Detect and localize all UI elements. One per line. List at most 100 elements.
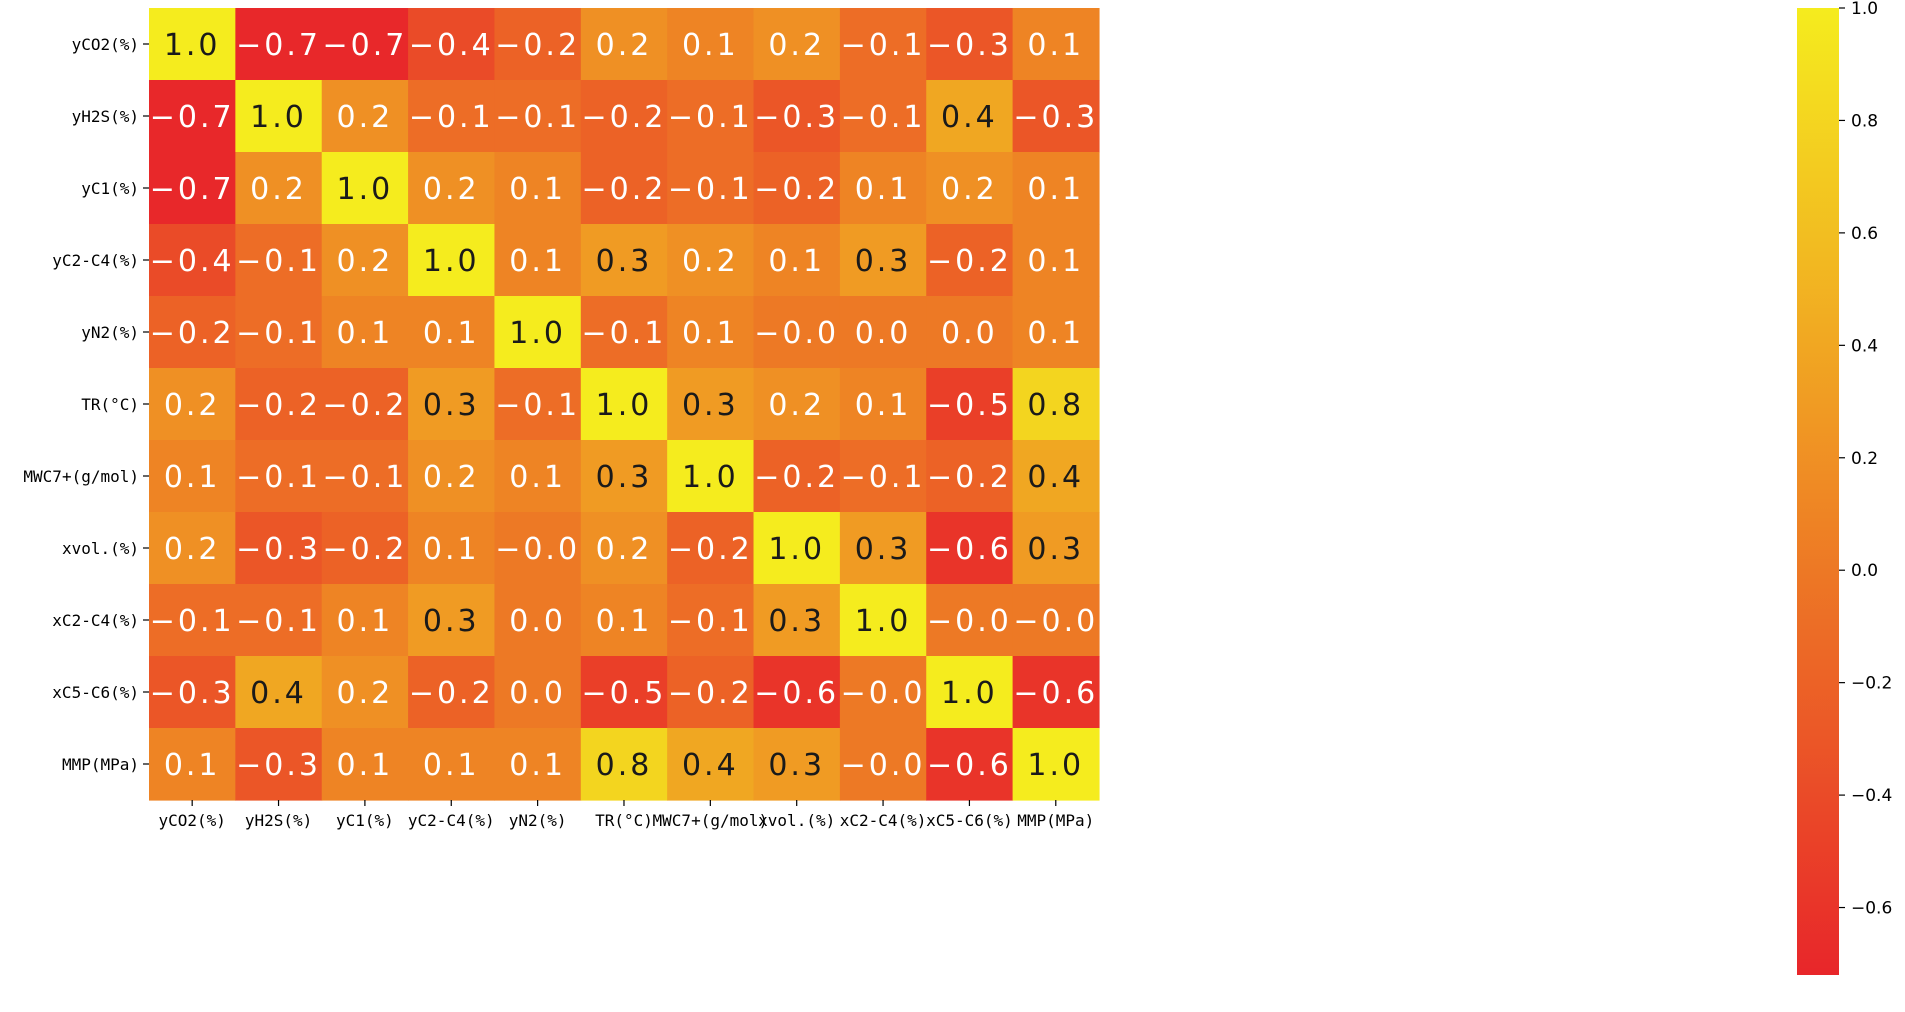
cell-value-label: 0.2 — [423, 460, 480, 495]
cell-value-label: 0.1 — [596, 604, 653, 639]
heatmap-cell-10-0 — [149, 728, 236, 801]
heatmap-cell-5-5 — [580, 368, 668, 441]
colorbar-tick-label: 0.8 — [1851, 111, 1878, 131]
heatmap-cell-7-5 — [580, 512, 668, 585]
heatmap-cell-7-6 — [667, 512, 755, 585]
heatmap-cell-4-5 — [580, 296, 668, 369]
cell-value-label: −0.2 — [668, 676, 753, 711]
cell-value-label: −0.4 — [150, 244, 235, 279]
heatmap-cell-5-3 — [408, 368, 496, 441]
heatmap-cell-5-10 — [1012, 368, 1100, 441]
cell-value-label: −0.1 — [409, 100, 494, 135]
heatmap-cell-10-8 — [839, 728, 927, 801]
cell-value-label: 0.0 — [941, 316, 998, 351]
cell-value-label: 0.1 — [1027, 316, 1084, 351]
heatmap-cell-9-7 — [753, 656, 841, 729]
cell-value-label: 0.3 — [768, 604, 825, 639]
cell-value-label: 0.1 — [423, 316, 480, 351]
heatmap-cell-10-1 — [235, 728, 323, 801]
heatmap-cell-labels: 1.0 −0.7 −0.7 −0.4 −0.2 0.2 0.1 0.2 −0.1 −0.3 0.1−… — [150, 28, 1098, 783]
cell-value-label: −0.0 — [841, 748, 926, 783]
cell-value-label: 0.4 — [1027, 460, 1084, 495]
heatmap-cell-1-8 — [839, 80, 927, 153]
colorbar-tick-label: −0.6 — [1851, 899, 1892, 919]
heatmap-cell-2-3 — [408, 152, 496, 225]
heatmap-cell-7-9 — [926, 512, 1014, 585]
heatmap-cell-1-1 — [235, 80, 323, 153]
y-tick-label: yC2-C4(%) — [52, 251, 139, 270]
heatmap-cell-0-0 — [149, 8, 236, 81]
heatmap-cell-7-7 — [753, 512, 841, 585]
heatmap-cell-3-8 — [839, 224, 927, 297]
cell-value-label: 1.0 — [596, 388, 653, 423]
heatmap-cell-2-9 — [926, 152, 1014, 225]
heatmap-cell-1-6 — [667, 80, 755, 153]
colorbar-tick-label: 1.0 — [1851, 0, 1878, 19]
cell-value-label: −0.1 — [322, 460, 407, 495]
heatmap-cell-4-4 — [494, 296, 582, 369]
cell-value-label: 0.3 — [596, 460, 653, 495]
heatmap-cell-8-6 — [667, 584, 755, 657]
heatmap-cell-0-6 — [667, 8, 755, 81]
heatmap-cell-6-8 — [839, 440, 927, 513]
cell-value-label: 0.2 — [423, 172, 480, 207]
heatmap-cell-1-10 — [1012, 80, 1100, 153]
heatmap-cell-4-1 — [235, 296, 323, 369]
cell-value-label: −0.1 — [236, 604, 321, 639]
x-tick-label: TR(°C) — [595, 811, 653, 830]
heatmap-cell-3-3 — [408, 224, 496, 297]
heatmap-cell-9-6 — [667, 656, 755, 729]
cell-value-label: −0.2 — [582, 172, 667, 207]
cell-value-label: 0.2 — [337, 100, 394, 135]
cell-value-label: 0.3 — [423, 388, 480, 423]
cell-value-label: 0.0 — [855, 316, 912, 351]
cell-value-label: 0.1 — [423, 532, 480, 567]
cell-value-label: −0.5 — [927, 388, 1012, 423]
heatmap-cell-8-3 — [408, 584, 496, 657]
cell-value-label: −0.6 — [1013, 676, 1098, 711]
heatmap-cell-8-7 — [753, 584, 841, 657]
cell-value-label: 0.1 — [423, 748, 480, 783]
heatmap-cell-7-2 — [321, 512, 409, 585]
cell-value-label: 0.1 — [337, 604, 394, 639]
cell-value-label: 0.1 — [855, 388, 912, 423]
heatmap-cell-8-10 — [1012, 584, 1100, 657]
heatmap-cell-2-6 — [667, 152, 755, 225]
heatmap-cell-4-6 — [667, 296, 755, 369]
colorbar-tick-label: −0.2 — [1851, 674, 1892, 694]
cell-value-label: 0.1 — [1027, 244, 1084, 279]
heatmap-cell-0-8 — [839, 8, 927, 81]
heatmap-cell-0-5 — [580, 8, 668, 81]
heatmap-cell-5-7 — [753, 368, 841, 441]
cell-value-label: 0.2 — [250, 172, 307, 207]
cell-value-label: 0.1 — [768, 244, 825, 279]
heatmap-cell-9-2 — [321, 656, 409, 729]
heatmap-cell-6-3 — [408, 440, 496, 513]
heatmap-cell-8-0 — [149, 584, 236, 657]
heatmap-cell-6-5 — [580, 440, 668, 513]
heatmap-cell-8-1 — [235, 584, 323, 657]
cell-value-label: −0.6 — [927, 532, 1012, 567]
heatmap-cell-9-3 — [408, 656, 496, 729]
cell-value-label: −0.2 — [236, 388, 321, 423]
cell-value-label: 0.1 — [509, 460, 566, 495]
heatmap-cell-5-0 — [149, 368, 236, 441]
cell-value-label: 0.3 — [1027, 532, 1084, 567]
cell-value-label: −0.2 — [150, 316, 235, 351]
cell-value-label: 0.0 — [509, 676, 566, 711]
heatmap-cell-7-0 — [149, 512, 236, 585]
heatmap-cell-10-3 — [408, 728, 496, 801]
heatmap-cell-6-9 — [926, 440, 1014, 513]
heatmap-cell-3-5 — [580, 224, 668, 297]
heatmap-cell-2-2 — [321, 152, 409, 225]
y-tick-label: yH2S(%) — [72, 107, 139, 126]
cell-value-label: −0.2 — [754, 172, 839, 207]
cell-value-label: −0.7 — [150, 172, 235, 207]
cell-value-label: 1.0 — [941, 676, 998, 711]
cell-value-label: 1.0 — [164, 28, 221, 63]
cell-value-label: −0.2 — [582, 100, 667, 135]
heatmap-cell-4-7 — [753, 296, 841, 369]
cell-value-label: 0.4 — [682, 748, 739, 783]
cell-value-label: −0.0 — [495, 532, 580, 567]
heatmap-cell-7-3 — [408, 512, 496, 585]
